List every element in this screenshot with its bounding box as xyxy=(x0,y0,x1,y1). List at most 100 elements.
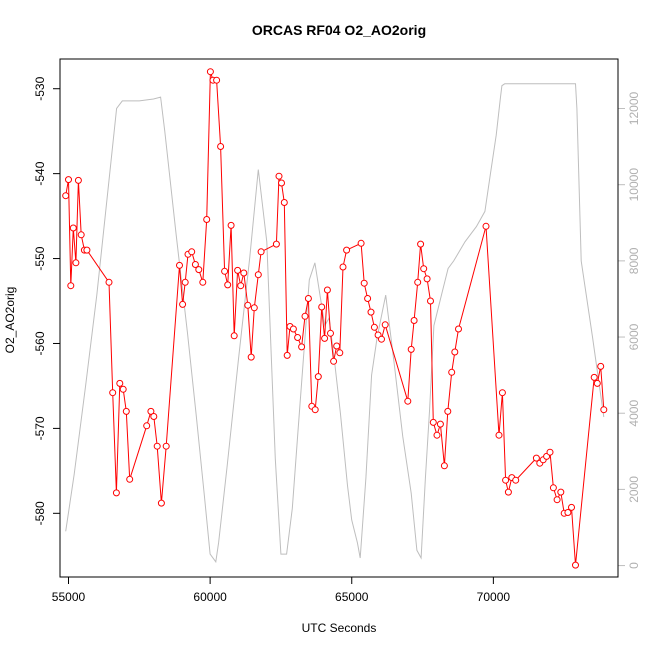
o2-data-point xyxy=(83,246,91,254)
o2-data-point xyxy=(367,308,375,316)
o2-data-point xyxy=(62,192,70,200)
x-tick-label: 55000 xyxy=(52,590,86,604)
o2-data-point xyxy=(65,176,72,184)
o2-data-point xyxy=(512,476,520,484)
o2-data-point xyxy=(440,462,448,470)
o2-data-point xyxy=(272,240,280,248)
o2-data-point xyxy=(370,323,378,331)
o2-data-point xyxy=(203,216,211,223)
o2-data-point xyxy=(339,263,347,271)
o2-data-point xyxy=(227,221,235,229)
o2-data-point xyxy=(301,312,309,320)
o2-data-point xyxy=(378,335,385,343)
o2-data-point xyxy=(330,357,338,365)
o2-data-point xyxy=(436,420,444,428)
x-axis-label: UTC Seconds xyxy=(302,621,377,635)
o2-data-point xyxy=(532,454,540,462)
o2-data-point xyxy=(410,317,418,324)
o2-data-point xyxy=(568,503,575,511)
o2-data-point xyxy=(217,143,225,150)
y-left-tick-label: -570 xyxy=(33,416,47,440)
o2-data-point xyxy=(119,385,127,393)
o2-data-point xyxy=(74,176,82,184)
o2-data-point xyxy=(404,397,412,405)
o2-data-point xyxy=(240,269,248,277)
o2-data-point xyxy=(364,295,372,302)
o2-data-point xyxy=(323,286,331,294)
o2-data-point xyxy=(213,76,221,84)
o2-data-point xyxy=(600,406,608,414)
y-right-tick-label: 4000 xyxy=(627,400,641,427)
o2-data-point xyxy=(414,278,422,286)
o2-data-point xyxy=(327,329,334,337)
o2-data-point xyxy=(455,325,462,333)
o2-data-point xyxy=(150,413,158,420)
o2-data-point xyxy=(429,418,437,426)
y-right-tick-label: 8000 xyxy=(627,247,641,274)
y-right-tick-label: 0 xyxy=(627,562,641,569)
o2-data-point xyxy=(179,300,187,308)
o2-data-point xyxy=(275,172,283,180)
o2-data-point xyxy=(143,422,151,430)
o2-data-point xyxy=(553,496,561,504)
o2-data-point xyxy=(417,240,425,248)
o2-data-point xyxy=(298,343,306,351)
o2-data-point xyxy=(495,431,503,439)
o2-data-point xyxy=(381,321,389,329)
o2-data-point xyxy=(343,246,351,254)
chart-title: ORCAS RF04 O2_AO2orig xyxy=(252,22,426,38)
o2-data-point xyxy=(502,476,510,484)
o2-data-point xyxy=(230,332,238,340)
o2-data-point xyxy=(147,407,155,415)
o2-data-point xyxy=(289,325,297,333)
y-axis-label: O2_AO2orig xyxy=(3,287,17,354)
o2-data-point xyxy=(72,259,80,267)
o2-data-point xyxy=(191,261,199,268)
o2-data-point xyxy=(67,282,75,290)
o2-data-point xyxy=(498,389,506,397)
altitude-line xyxy=(65,83,605,564)
o2-data-point xyxy=(237,282,245,290)
o2-data-point xyxy=(311,406,319,414)
o2-data-point xyxy=(557,488,565,496)
o2-data-point xyxy=(109,389,117,397)
o2-data-point xyxy=(504,488,512,496)
o2-data-point xyxy=(244,301,252,309)
o2-data-point xyxy=(318,303,326,311)
y-left-tick-label: -530 xyxy=(33,76,47,100)
o2-data-point xyxy=(593,379,601,387)
y-right-tick-label: 10000 xyxy=(627,168,641,202)
o2-data-point xyxy=(234,266,242,274)
o2-data-point xyxy=(278,179,285,187)
o2-data-point xyxy=(153,442,161,450)
o2-data-point xyxy=(333,342,341,350)
o2-data-point xyxy=(224,281,232,289)
o2-data-point xyxy=(572,561,579,569)
o2-data-point xyxy=(294,334,302,341)
o2-data-point xyxy=(254,271,262,279)
o2-data-point xyxy=(188,248,196,256)
o2-data-point xyxy=(176,261,183,269)
o2-data-point xyxy=(221,267,229,275)
o2-data-point xyxy=(250,304,258,312)
o2-data-point xyxy=(423,275,431,283)
o2-data-point xyxy=(321,334,329,342)
o2-data-point xyxy=(112,489,120,497)
o2-data-point xyxy=(126,475,134,483)
y-right-tick-label: 2000 xyxy=(627,476,641,503)
o2-data-point xyxy=(590,373,598,381)
y-right-tick-label: 6000 xyxy=(627,323,641,350)
o2-data-point xyxy=(69,224,77,232)
y-left-tick-label: -550 xyxy=(33,246,47,270)
o2-data-point xyxy=(549,484,557,492)
o2-data-point xyxy=(280,199,288,206)
o2-data-point xyxy=(105,278,113,286)
o2-data-point xyxy=(283,351,291,359)
x-tick-label: 65000 xyxy=(335,590,369,604)
o2-data-point xyxy=(157,499,165,507)
o2-data-point xyxy=(247,353,255,361)
o2-data-point xyxy=(407,345,415,353)
o2-data-point xyxy=(427,297,434,305)
y-left-tick-label: -540 xyxy=(33,161,47,185)
